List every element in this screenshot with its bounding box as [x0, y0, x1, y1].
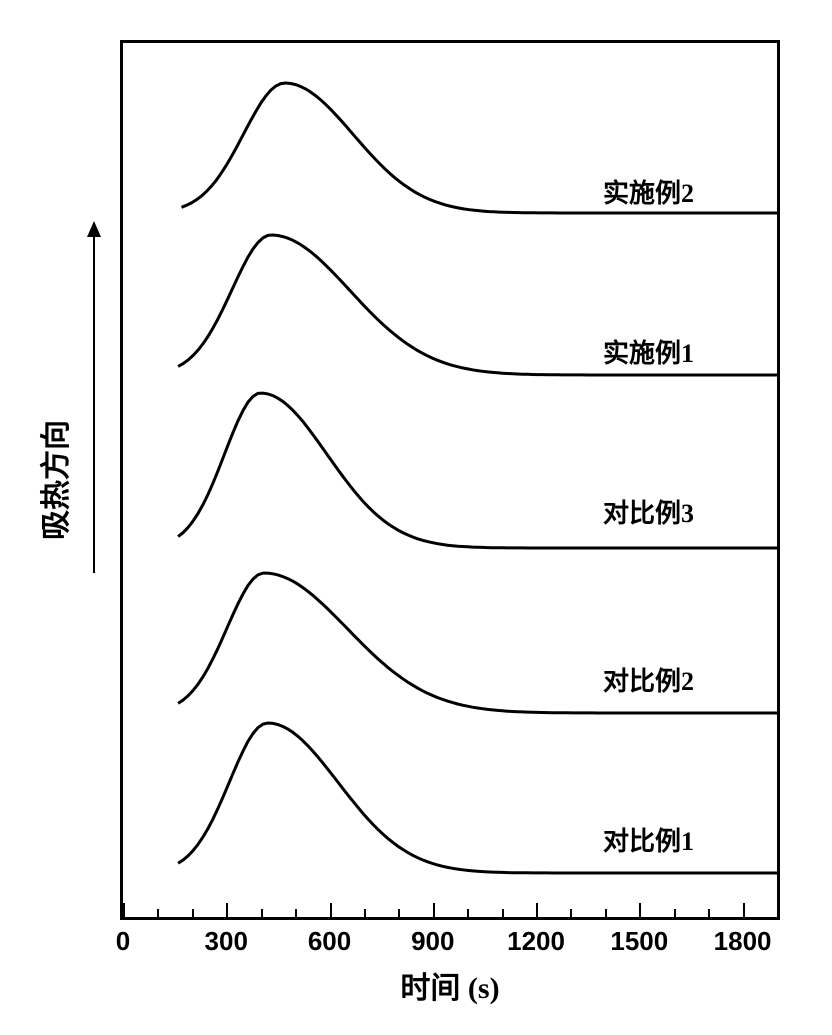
curve-label: 实施例1	[603, 333, 694, 370]
curve-label: 实施例2	[603, 173, 694, 210]
x-tick-major	[536, 903, 538, 917]
x-tick-minor	[157, 909, 159, 917]
x-tick-minor	[777, 909, 779, 917]
x-tick-major	[433, 903, 435, 917]
x-tick-label: 600	[308, 926, 351, 957]
x-tick-minor	[674, 909, 676, 917]
x-tick-minor	[605, 909, 607, 917]
curve-label: 对比例3	[603, 493, 694, 530]
x-tick-label: 1200	[507, 926, 565, 957]
x-tick-label: 1800	[714, 926, 772, 957]
x-tick-major	[123, 903, 125, 917]
x-tick-minor	[570, 909, 572, 917]
y-axis-arrow	[93, 223, 95, 573]
x-tick-minor	[467, 909, 469, 917]
x-tick-major	[743, 903, 745, 917]
x-tick-major	[639, 903, 641, 917]
x-tick-label: 0	[116, 926, 130, 957]
curve-label: 对比例2	[603, 661, 694, 698]
x-tick-label: 1500	[610, 926, 668, 957]
x-tick-minor	[295, 909, 297, 917]
x-tick-minor	[364, 909, 366, 917]
plot-area: 吸热方向 时间 (s) 0300600900120015001800 实施例2实…	[120, 40, 780, 920]
x-tick-major	[330, 903, 332, 917]
x-tick-minor	[398, 909, 400, 917]
curve-label: 对比例1	[603, 821, 694, 858]
x-tick-minor	[502, 909, 504, 917]
x-axis-title: 时间 (s)	[400, 963, 499, 1007]
x-tick-minor	[192, 909, 194, 917]
x-tick-major	[226, 903, 228, 917]
x-tick-minor	[708, 909, 710, 917]
x-tick-minor	[261, 909, 263, 917]
y-axis-title: 吸热方向	[31, 420, 75, 540]
x-tick-label: 900	[411, 926, 454, 957]
chart-container: 吸热方向 时间 (s) 0 300 600 900 1200 1500 1800 实施例2 实…	[0, 0, 832, 1035]
x-tick-label: 300	[205, 926, 248, 957]
